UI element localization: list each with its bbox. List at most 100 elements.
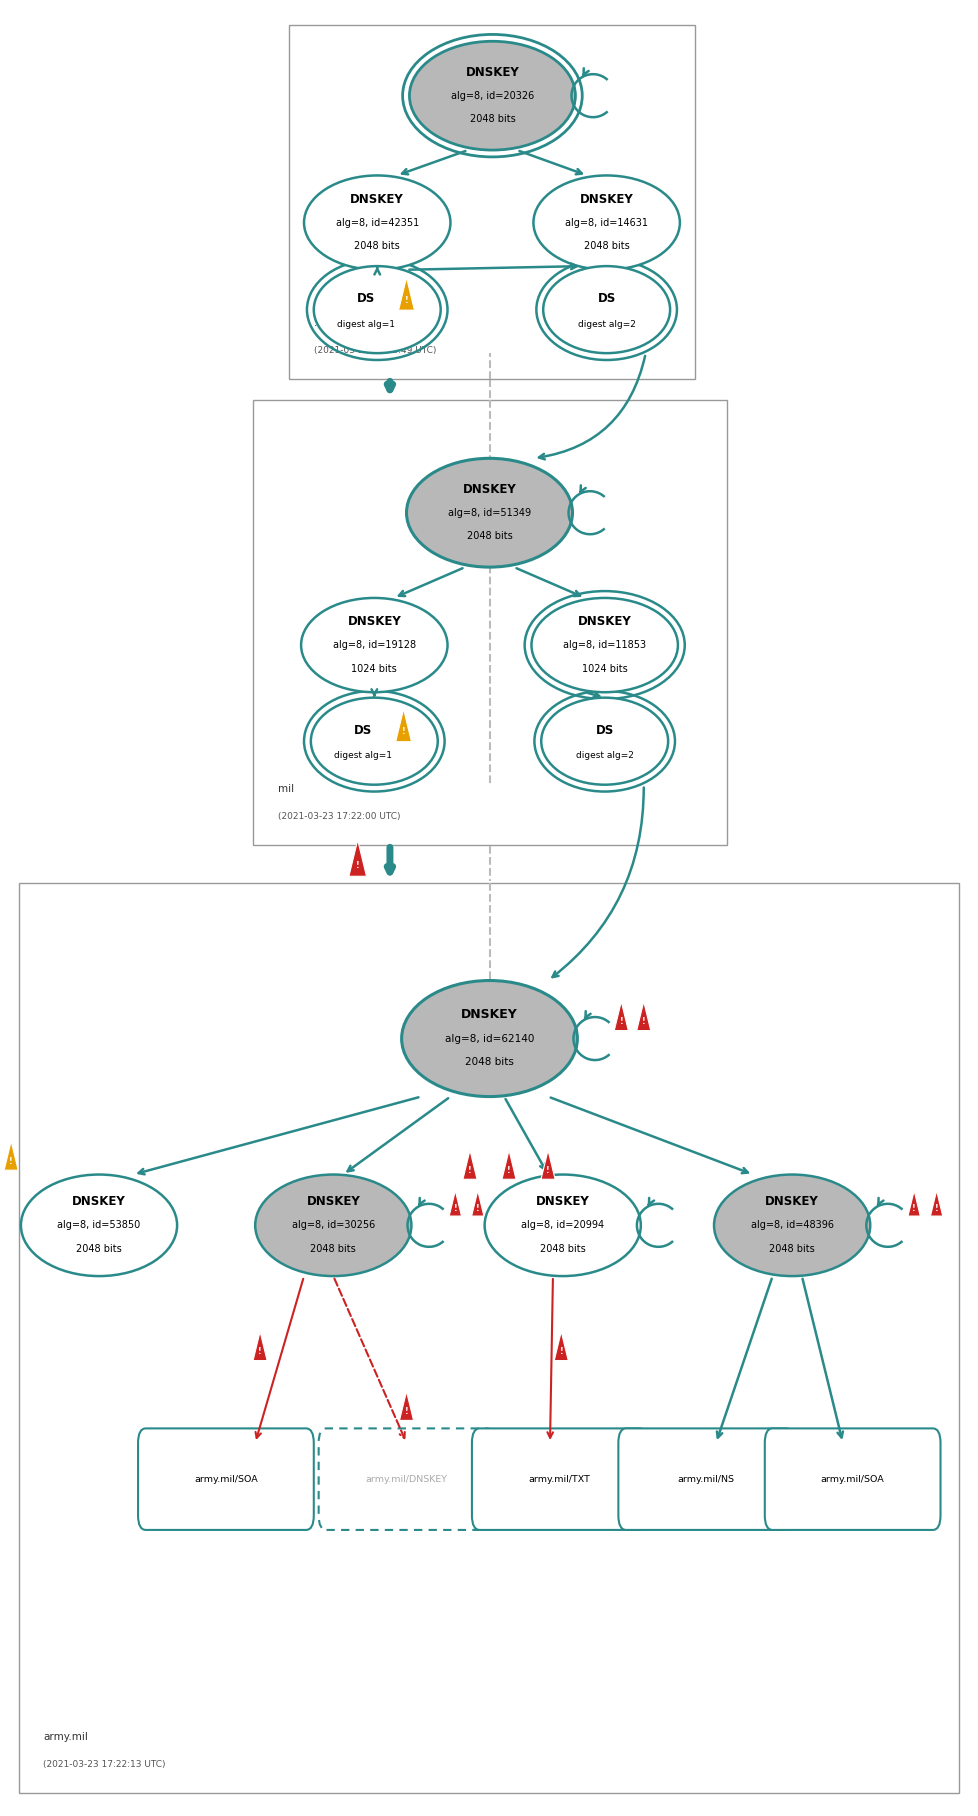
Polygon shape <box>252 1331 267 1360</box>
Text: army.mil/NS: army.mil/NS <box>677 1475 734 1484</box>
Ellipse shape <box>541 697 667 785</box>
Text: alg=8, id=48396: alg=8, id=48396 <box>750 1220 833 1229</box>
Text: DS: DS <box>353 725 372 737</box>
Text: !: ! <box>507 1166 511 1175</box>
Text: DNSKEY: DNSKEY <box>463 483 515 496</box>
Text: DS: DS <box>595 725 613 737</box>
Text: DNSKEY: DNSKEY <box>765 1195 819 1208</box>
Text: army.mil/SOA: army.mil/SOA <box>194 1475 257 1484</box>
Ellipse shape <box>531 597 677 692</box>
Text: alg=8, id=20326: alg=8, id=20326 <box>450 91 534 100</box>
Ellipse shape <box>301 597 447 692</box>
Text: !: ! <box>356 861 359 870</box>
Text: 2048 bits: 2048 bits <box>354 242 400 251</box>
FancyBboxPatch shape <box>138 1429 314 1529</box>
Ellipse shape <box>311 697 437 785</box>
Polygon shape <box>398 278 414 311</box>
Text: !: ! <box>619 1017 622 1026</box>
Text: alg=8, id=30256: alg=8, id=30256 <box>291 1220 375 1229</box>
Polygon shape <box>554 1331 567 1360</box>
Text: (2021-03-23 17:22:13 UTC): (2021-03-23 17:22:13 UTC) <box>43 1760 165 1769</box>
Text: DNSKEY: DNSKEY <box>577 616 631 628</box>
Text: !: ! <box>10 1157 13 1166</box>
Text: alg=8, id=42351: alg=8, id=42351 <box>335 218 419 227</box>
Text: digest alg=1: digest alg=1 <box>336 320 394 329</box>
Text: !: ! <box>558 1347 562 1357</box>
FancyBboxPatch shape <box>618 1429 793 1529</box>
Polygon shape <box>449 1191 461 1217</box>
Text: DNSKEY: DNSKEY <box>535 1195 589 1208</box>
Ellipse shape <box>304 176 450 271</box>
Bar <box>19 883 958 1792</box>
Text: army.mil/DNSKEY: army.mil/DNSKEY <box>365 1475 447 1484</box>
Bar <box>253 400 726 844</box>
Text: !: ! <box>642 1017 645 1026</box>
Text: !: ! <box>453 1204 457 1213</box>
Text: army.mil/TXT: army.mil/TXT <box>528 1475 590 1484</box>
Text: (2021-03-23 17:22:00 UTC): (2021-03-23 17:22:00 UTC) <box>278 812 400 821</box>
Text: army.mil: army.mil <box>43 1732 88 1742</box>
Polygon shape <box>348 841 366 877</box>
Text: !: ! <box>404 296 408 305</box>
Text: alg=8, id=11853: alg=8, id=11853 <box>562 639 645 650</box>
Text: .: . <box>314 318 317 327</box>
Text: !: ! <box>546 1166 550 1175</box>
Polygon shape <box>907 1191 919 1217</box>
Text: 2048 bits: 2048 bits <box>539 1244 585 1253</box>
Text: digest alg=2: digest alg=2 <box>575 752 633 761</box>
Text: DNSKEY: DNSKEY <box>350 192 404 205</box>
Text: !: ! <box>404 1407 408 1416</box>
Text: DS: DS <box>597 292 615 305</box>
Text: !: ! <box>934 1204 938 1213</box>
Text: alg=8, id=53850: alg=8, id=53850 <box>58 1220 141 1229</box>
Ellipse shape <box>401 981 577 1097</box>
Ellipse shape <box>314 267 440 352</box>
Text: DNSKEY: DNSKEY <box>466 65 518 78</box>
Text: 2048 bits: 2048 bits <box>769 1244 814 1253</box>
Ellipse shape <box>713 1175 869 1277</box>
Text: alg=8, id=20994: alg=8, id=20994 <box>520 1220 603 1229</box>
Text: alg=8, id=19128: alg=8, id=19128 <box>333 639 416 650</box>
FancyBboxPatch shape <box>764 1429 940 1529</box>
Ellipse shape <box>543 267 669 352</box>
Text: 2048 bits: 2048 bits <box>467 532 511 541</box>
Text: 1024 bits: 1024 bits <box>581 663 627 674</box>
Polygon shape <box>399 1391 413 1420</box>
Text: digest alg=1: digest alg=1 <box>333 752 391 761</box>
Text: !: ! <box>401 728 405 737</box>
Polygon shape <box>463 1150 476 1179</box>
Polygon shape <box>541 1150 555 1179</box>
Text: digest alg=2: digest alg=2 <box>577 320 635 329</box>
Text: DNSKEY: DNSKEY <box>72 1195 126 1208</box>
Polygon shape <box>502 1150 515 1179</box>
Text: 2048 bits: 2048 bits <box>583 242 629 251</box>
Ellipse shape <box>409 42 575 151</box>
Polygon shape <box>929 1191 942 1217</box>
Text: !: ! <box>475 1204 479 1213</box>
Text: alg=8, id=14631: alg=8, id=14631 <box>564 218 647 227</box>
Ellipse shape <box>21 1175 177 1277</box>
Text: alg=8, id=51349: alg=8, id=51349 <box>448 508 530 518</box>
Text: DNSKEY: DNSKEY <box>461 1008 517 1021</box>
Text: 2048 bits: 2048 bits <box>76 1244 122 1253</box>
Ellipse shape <box>533 176 679 271</box>
FancyBboxPatch shape <box>471 1429 647 1529</box>
Text: !: ! <box>467 1166 471 1175</box>
FancyBboxPatch shape <box>318 1429 494 1529</box>
Ellipse shape <box>406 458 572 567</box>
Text: alg=8, id=62140: alg=8, id=62140 <box>444 1033 534 1044</box>
Text: 2048 bits: 2048 bits <box>310 1244 356 1253</box>
Polygon shape <box>613 1002 628 1030</box>
Polygon shape <box>471 1191 483 1217</box>
Polygon shape <box>395 708 411 741</box>
Text: DS: DS <box>356 292 375 305</box>
Text: 2048 bits: 2048 bits <box>469 114 514 123</box>
Text: 1024 bits: 1024 bits <box>351 663 397 674</box>
Text: !: ! <box>911 1204 915 1213</box>
Text: (2021-03-23 14:23:49 UTC): (2021-03-23 14:23:49 UTC) <box>314 347 436 354</box>
Bar <box>289 25 693 378</box>
Text: 2048 bits: 2048 bits <box>465 1057 513 1068</box>
Text: DNSKEY: DNSKEY <box>579 192 633 205</box>
Ellipse shape <box>484 1175 641 1277</box>
Text: !: ! <box>258 1347 262 1357</box>
